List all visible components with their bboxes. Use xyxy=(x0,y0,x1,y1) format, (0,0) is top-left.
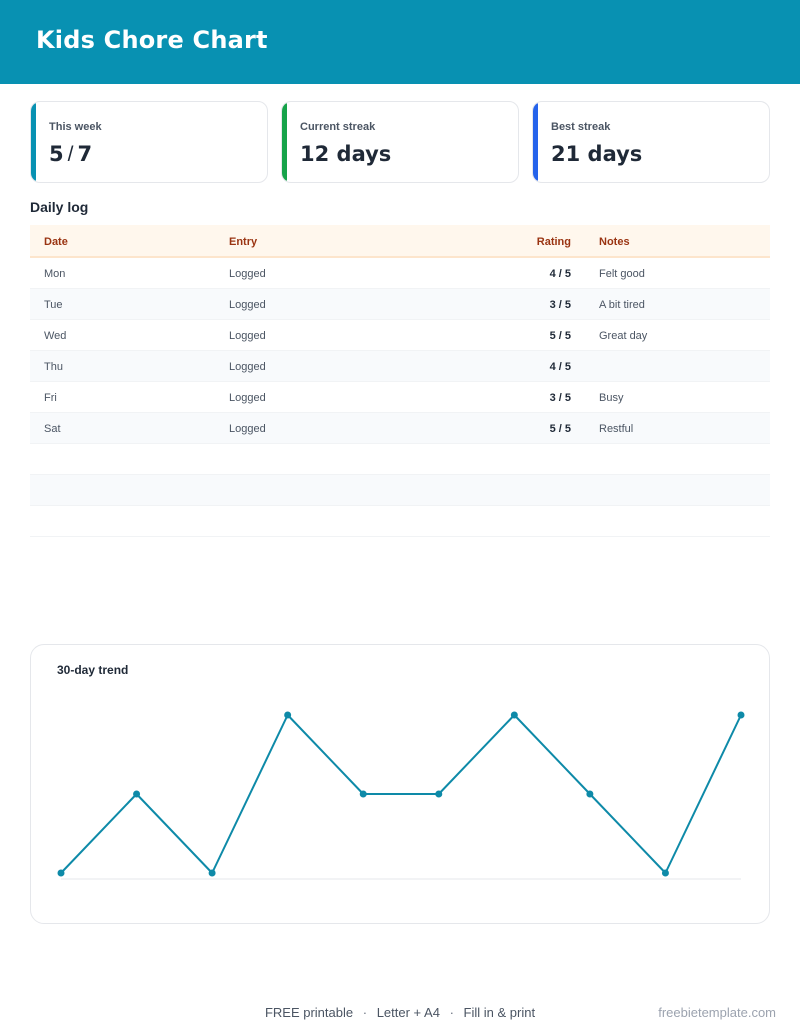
footer-site-link[interactable]: freebietemplate.com xyxy=(658,1005,776,1020)
stat-label: Best streak xyxy=(551,121,611,133)
stat-value: 5/7 xyxy=(49,142,92,167)
empty-table-row xyxy=(30,506,770,537)
trend-data-point xyxy=(57,869,65,877)
cell-entry: Logged xyxy=(229,392,266,404)
empty-table-row xyxy=(30,444,770,475)
trend-chart xyxy=(57,711,745,880)
stat-label: This week xyxy=(49,121,102,133)
stat-value-separator: / xyxy=(67,143,74,166)
column-header-notes: Notes xyxy=(599,236,630,248)
daily-log-table: Date Entry Rating Notes Mon Logged 4 / 5… xyxy=(30,225,770,537)
stat-label: Current streak xyxy=(300,121,376,133)
trend-data-point xyxy=(586,790,594,798)
table-header: Date Entry Rating Notes xyxy=(30,225,770,258)
cell-date: Wed xyxy=(44,330,67,342)
cell-date: Tue xyxy=(44,299,63,311)
footer-separator: · xyxy=(362,1005,368,1020)
footer-free-printable: FREE printable xyxy=(264,1005,354,1020)
cell-notes: Busy xyxy=(599,392,624,404)
cell-date: Fri xyxy=(44,392,57,404)
cell-notes: A bit tired xyxy=(599,299,645,311)
trend-series-line xyxy=(60,714,742,874)
stat-value-total: 7 xyxy=(77,142,93,166)
trend-data-point xyxy=(284,711,292,719)
trend-data-point xyxy=(510,711,518,719)
cell-notes: Great day xyxy=(599,330,648,342)
stat-value: 21 days xyxy=(551,142,643,166)
header-banner: Kids Chore Chart xyxy=(0,0,800,84)
footer-fill-print: Fill in & print xyxy=(463,1005,536,1020)
cell-notes: Felt good xyxy=(599,268,645,280)
cell-notes: Restful xyxy=(599,423,634,435)
cell-rating: 5 / 5 xyxy=(549,330,571,342)
trend-title: 30-day trend xyxy=(57,663,129,677)
table-row: Mon Logged 4 / 5 Felt good xyxy=(30,258,770,289)
column-header-rating: Rating xyxy=(536,236,571,248)
page-title: Kids Chore Chart xyxy=(36,26,268,54)
empty-table-row xyxy=(30,475,770,506)
cell-entry: Logged xyxy=(229,330,266,342)
cell-entry: Logged xyxy=(229,299,266,311)
stat-card-this-week: This week 5/7 xyxy=(30,101,268,183)
stat-card-best-streak: Best streak 21 days xyxy=(532,101,770,183)
table-row: Tue Logged 3 / 5 A bit tired xyxy=(30,289,770,320)
trend-data-point xyxy=(208,869,216,877)
table-row: Thu Logged 4 / 5 xyxy=(30,351,770,382)
stat-value-done: 5 xyxy=(49,142,64,166)
stat-card-current-streak: Current streak 12 days xyxy=(281,101,519,183)
table-row: Fri Logged 3 / 5 Busy xyxy=(30,382,770,413)
cell-rating: 4 / 5 xyxy=(549,268,571,280)
cell-date: Thu xyxy=(44,361,63,373)
cell-entry: Logged xyxy=(229,361,266,373)
column-header-entry: Entry xyxy=(229,236,258,248)
trend-card: 30-day trend xyxy=(30,644,770,924)
trend-data-point xyxy=(661,869,669,877)
stat-value: 12 days xyxy=(300,142,392,166)
trend-data-point xyxy=(133,790,141,798)
footer-info: FREE printable · Letter + A4 · Fill in &… xyxy=(0,1005,800,1020)
trend-data-point xyxy=(435,790,443,798)
cell-rating: 5 / 5 xyxy=(549,423,571,435)
table-row: Sat Logged 5 / 5 Restful xyxy=(30,413,770,444)
column-header-date: Date xyxy=(44,236,68,248)
stat-accent-bar xyxy=(282,102,287,182)
cell-rating: 4 / 5 xyxy=(549,361,571,373)
cell-entry: Logged xyxy=(229,268,266,280)
cell-rating: 3 / 5 xyxy=(549,299,571,311)
footer-separator: · xyxy=(449,1005,454,1020)
cell-entry: Logged xyxy=(229,423,266,435)
table-row: Wed Logged 5 / 5 Great day xyxy=(30,320,770,351)
cell-date: Sat xyxy=(44,423,61,435)
stat-accent-bar xyxy=(533,102,538,182)
trend-data-point xyxy=(737,711,745,719)
footer-paper-sizes: Letter + A4 xyxy=(376,1005,440,1020)
cell-rating: 3 / 5 xyxy=(549,392,571,404)
daily-log-title: Daily log xyxy=(30,199,89,215)
cell-date: Mon xyxy=(44,268,66,280)
stat-accent-bar xyxy=(31,102,36,182)
trend-data-point xyxy=(359,790,367,798)
